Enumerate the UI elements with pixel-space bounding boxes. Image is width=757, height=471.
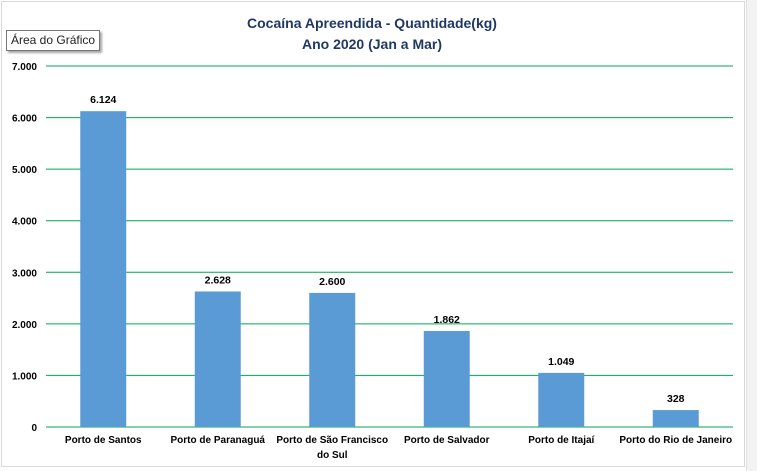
category-label: Porto do Rio de Janeiro bbox=[619, 435, 732, 446]
bar bbox=[538, 372, 585, 427]
category-label: Porto de Itajaí bbox=[528, 435, 595, 446]
data-label: 2.600 bbox=[319, 276, 345, 288]
y-tick-label: 2.000 bbox=[12, 320, 37, 331]
category-label: Porto de Salvador bbox=[404, 435, 490, 446]
data-label: 1.862 bbox=[434, 314, 460, 326]
category-label: Porto de São Francisco bbox=[276, 435, 388, 446]
y-axis-ticks: 0 1.000 2.000 3.000 4.000 5.000 6.000 7.000 bbox=[12, 62, 37, 434]
data-label: 328 bbox=[667, 393, 685, 405]
y-tick-label: 0 bbox=[31, 423, 37, 434]
bar bbox=[194, 291, 241, 427]
bars bbox=[80, 111, 699, 427]
gridlines bbox=[46, 65, 733, 428]
category-label: Porto de Santos bbox=[65, 435, 142, 446]
chart-area-tooltip: Área do Gráfico bbox=[6, 30, 101, 51]
y-tick-label: 3.000 bbox=[12, 268, 37, 279]
category-label: do Sul bbox=[317, 450, 348, 461]
bar bbox=[652, 410, 699, 427]
data-label: 2.628 bbox=[205, 274, 231, 286]
data-labels: 6.124 2.628 2.600 1.862 1.049 328 bbox=[90, 94, 685, 405]
bar bbox=[309, 292, 356, 427]
data-label: 1.049 bbox=[548, 356, 574, 368]
x-axis-categories: Porto de Santos Porto de Paranaguá Porto d… bbox=[65, 435, 732, 461]
y-tick-label: 6.000 bbox=[12, 114, 37, 125]
chart-subtitle: Ano 2020 (Jan a Mar) bbox=[302, 36, 442, 52]
category-label: Porto de Paranaguá bbox=[171, 435, 266, 446]
y-tick-label: 1.000 bbox=[12, 371, 37, 382]
data-label: 6.124 bbox=[90, 94, 116, 106]
y-tick-label: 7.000 bbox=[12, 62, 37, 73]
chart-title: Cocaína Apreendida - Quantidade(kg) bbox=[247, 15, 497, 31]
y-tick-label: 5.000 bbox=[12, 165, 37, 176]
vertical-scrollbar[interactable] bbox=[746, 0, 757, 471]
bar bbox=[80, 111, 127, 427]
y-tick-label: 4.000 bbox=[12, 217, 37, 228]
bar bbox=[423, 330, 470, 427]
